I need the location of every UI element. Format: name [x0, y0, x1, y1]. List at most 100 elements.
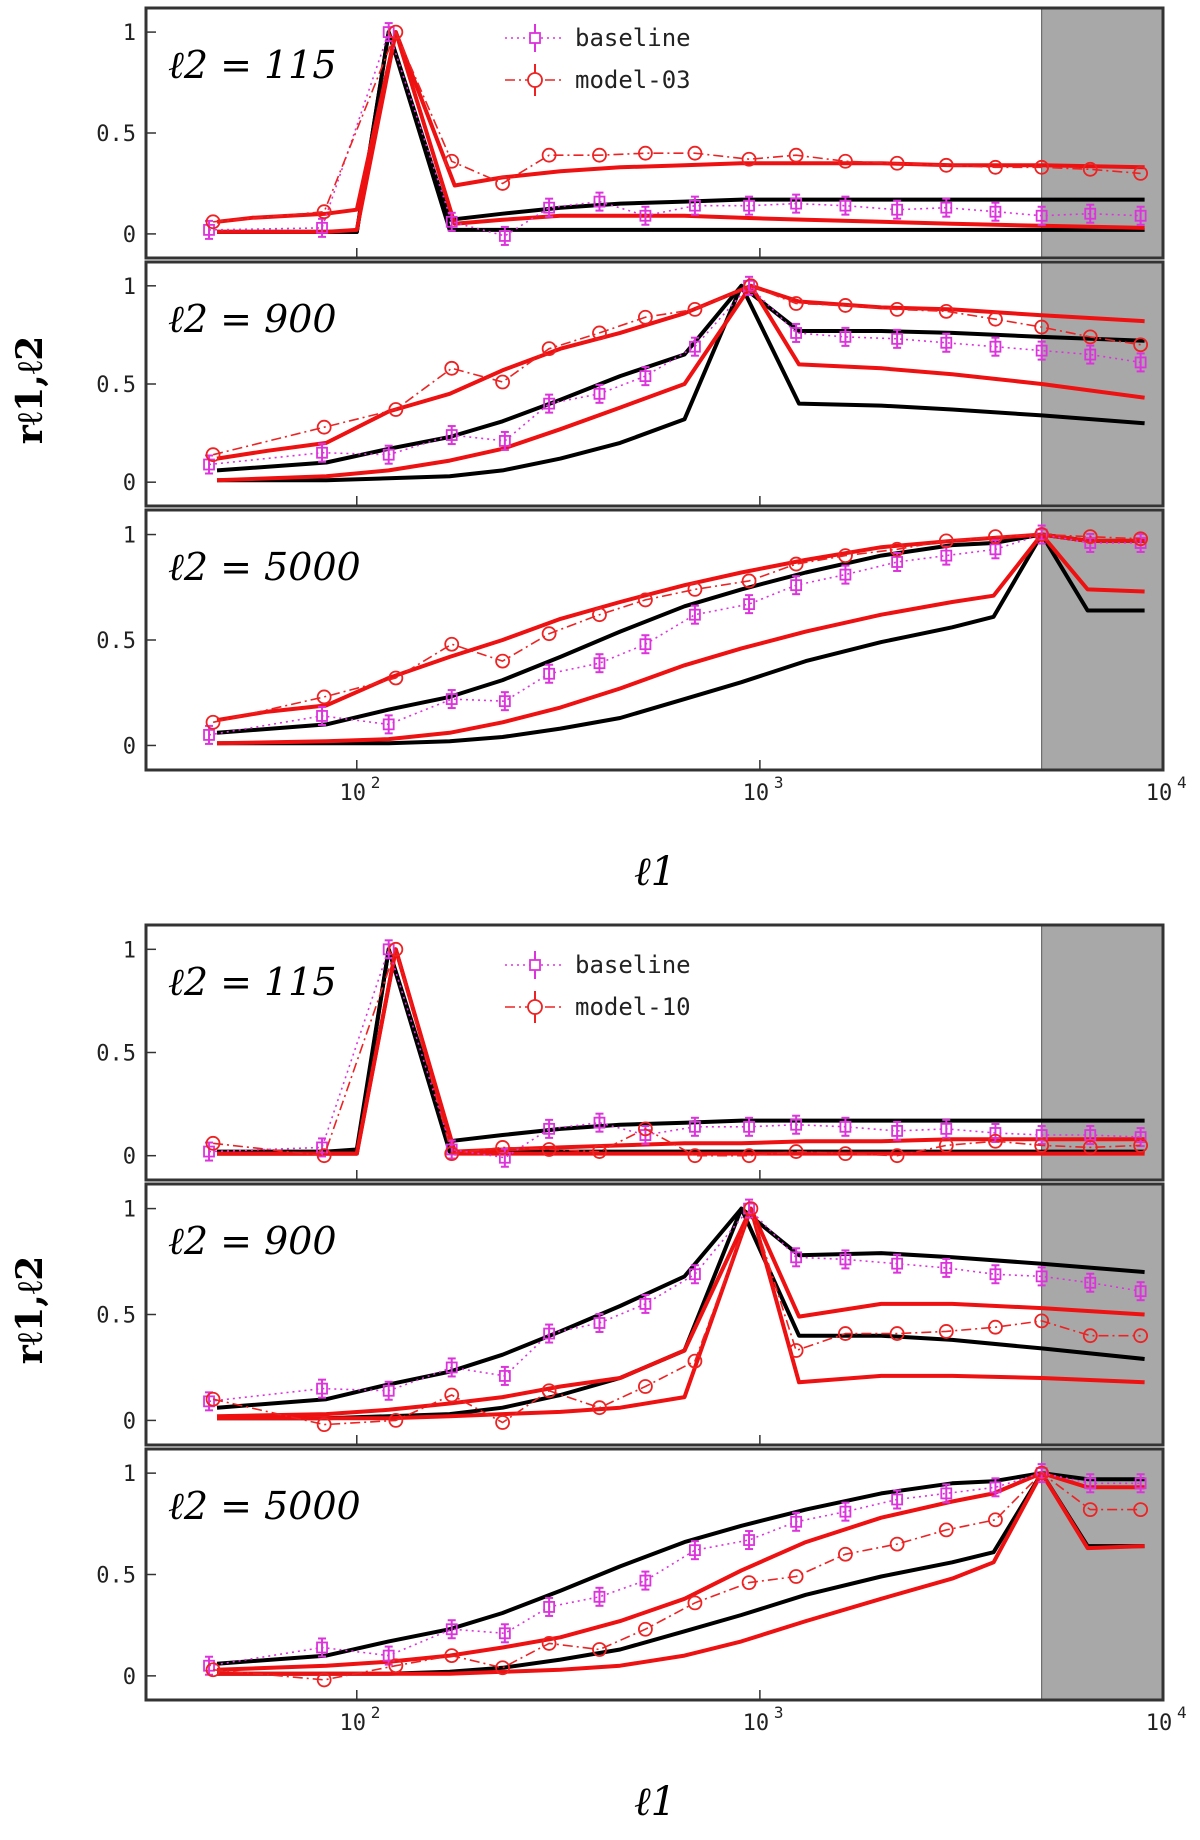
- baseline-point: [839, 1505, 852, 1518]
- panel-label: ℓ2 = 115: [168, 960, 337, 1004]
- model-point: [388, 941, 404, 957]
- shaded-region: [1041, 509, 1164, 771]
- model-point: [592, 325, 607, 341]
- figure-bottom: 0 0.5 1 ℓ2 = 115 0 0.5 1 ℓ2 = 900 0 0.5 1 ℓ2 = 5000…: [9, 923, 1187, 1825]
- model-point: [495, 1140, 510, 1155]
- panel-1: 0 0.5 1 ℓ2 = 115: [96, 923, 1165, 1182]
- baseline-point: [839, 199, 852, 212]
- y-axis-label: rℓ1,ℓ2: [9, 336, 51, 445]
- black-band-lower: [217, 283, 1145, 483]
- baseline-point: [445, 1361, 458, 1374]
- model-point: [687, 581, 703, 597]
- y-tick-label: 0: [123, 1145, 136, 1170]
- y-tick-label: 0.5: [96, 122, 136, 147]
- model-point: [687, 1353, 703, 1369]
- baseline-point: [316, 710, 328, 722]
- shaded-region: [1041, 7, 1164, 259]
- model-point: [1034, 1465, 1050, 1481]
- model-point: [741, 573, 757, 589]
- y-tick-label: 0: [123, 223, 136, 248]
- model-point: [444, 1648, 460, 1663]
- model-point: [541, 1636, 557, 1651]
- black-band-upper: [216, 532, 1145, 735]
- figure-top: 0 0.5 1 ℓ2 = 115 0 0.5 1 ℓ2 = 900 0 0.5 1 ℓ2 = 5000…: [9, 6, 1187, 895]
- model-point: [1133, 1502, 1149, 1518]
- baseline-point: [940, 201, 953, 214]
- model-point: [316, 689, 332, 705]
- model-line: [213, 948, 1141, 1157]
- baseline-line: [208, 533, 1141, 736]
- baseline-point: [989, 1268, 1002, 1281]
- model-point: [743, 278, 759, 294]
- model-line: [212, 284, 1141, 456]
- baseline-point: [790, 197, 803, 210]
- baseline-point: [543, 1327, 556, 1340]
- x-tick-label: 10: [340, 781, 367, 806]
- model-point: [541, 1383, 557, 1399]
- baseline-point: [203, 223, 215, 236]
- legend-baseline-marker: [529, 32, 541, 44]
- model-point: [388, 1658, 404, 1674]
- baseline-point: [891, 556, 904, 568]
- baseline-point: [989, 1481, 1002, 1494]
- model-point: [889, 1536, 905, 1552]
- baseline-point: [790, 1515, 803, 1528]
- legend-model-marker: [527, 999, 543, 1015]
- red-band-lower: [217, 1206, 1145, 1421]
- baseline-point: [593, 195, 606, 208]
- model-point: [592, 147, 607, 163]
- model-point: [1082, 529, 1098, 545]
- baseline-point: [639, 209, 652, 222]
- baseline-point: [1035, 1270, 1048, 1283]
- baseline-point: [498, 230, 511, 242]
- model-point: [743, 1201, 759, 1216]
- baseline-point: [543, 201, 556, 214]
- model-point: [838, 1546, 853, 1562]
- baseline-point: [891, 1493, 904, 1506]
- y-tick-label: 0.5: [96, 1564, 136, 1589]
- baseline-point: [593, 1116, 606, 1129]
- model-point: [316, 204, 332, 220]
- y-tick-label: 1: [123, 1198, 136, 1223]
- y-tick-label: 0.5: [96, 373, 136, 398]
- baseline-point: [498, 1627, 511, 1640]
- baseline-point: [891, 1257, 904, 1270]
- legend-baseline-label: baseline: [575, 951, 691, 979]
- model-point: [541, 1142, 557, 1157]
- red-band-lower: [216, 283, 1145, 483]
- model-point: [1082, 329, 1098, 345]
- model-point: [988, 159, 1003, 175]
- red-band-lower: [217, 1471, 1145, 1676]
- red-band-upper: [216, 283, 1145, 461]
- panel-3: 0 0.5 1 ℓ2 = 5000: [96, 1447, 1165, 1702]
- model-point: [316, 1148, 332, 1164]
- baseline-point: [382, 943, 395, 956]
- x-tick-exponent: 2: [371, 1703, 381, 1722]
- panel-background: [146, 262, 1163, 506]
- model-point: [938, 157, 954, 173]
- model-point: [1082, 1328, 1098, 1344]
- baseline-point: [940, 549, 953, 562]
- y-axis-label: rℓ1,ℓ2: [9, 1256, 51, 1365]
- model-point: [687, 1595, 703, 1611]
- baseline-point: [940, 1487, 953, 1500]
- model-point: [1034, 159, 1050, 175]
- model-point: [205, 1662, 221, 1678]
- y-tick-label: 1: [123, 938, 136, 963]
- model-point: [495, 176, 510, 191]
- baseline-point: [790, 579, 803, 592]
- baseline-point: [839, 1120, 852, 1133]
- baseline-point: [790, 1251, 803, 1264]
- model-point: [988, 1133, 1003, 1149]
- baseline-point: [316, 221, 328, 234]
- baseline-point: [382, 718, 395, 731]
- baseline-point: [940, 336, 953, 349]
- model-point: [788, 1569, 804, 1584]
- y-tick-label: 0: [123, 1665, 136, 1690]
- shaded-region: [1041, 1183, 1164, 1446]
- model-point: [205, 1391, 221, 1407]
- model-point: [938, 1324, 954, 1339]
- model-line: [213, 1472, 1141, 1681]
- model-point: [788, 1144, 804, 1159]
